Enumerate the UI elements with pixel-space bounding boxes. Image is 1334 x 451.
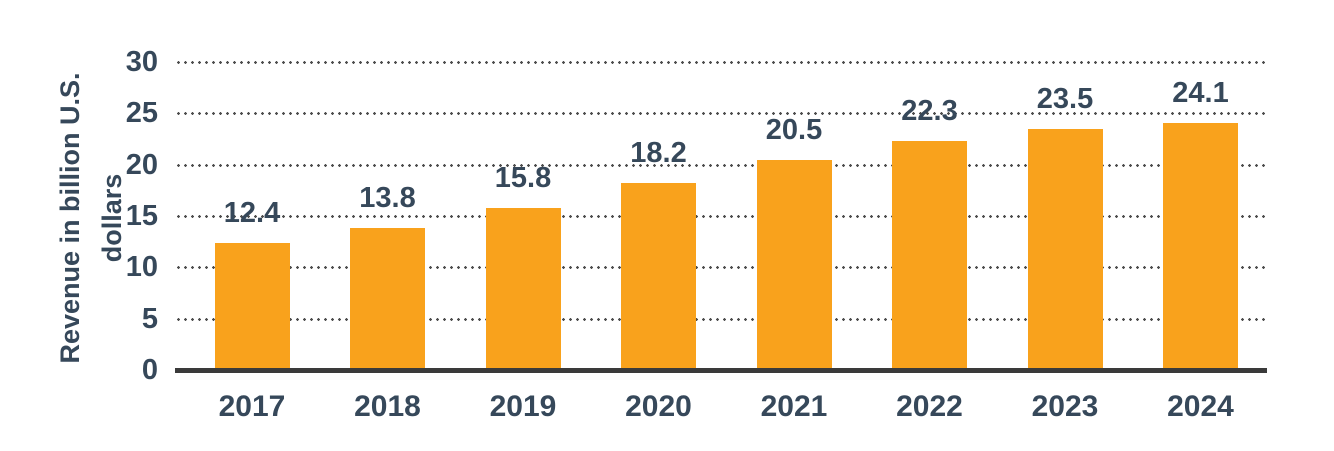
x-tick-label: 2023 bbox=[1031, 390, 1099, 423]
bar-value-label: 15.8 bbox=[494, 161, 552, 194]
x-tick-label: 2018 bbox=[354, 390, 421, 423]
y-tick-label: 20 bbox=[125, 148, 158, 181]
y-tick-label: 30 bbox=[125, 46, 158, 78]
bar-2023 bbox=[1027, 128, 1103, 370]
bar-2017 bbox=[214, 242, 290, 370]
bar-value-label: 24.1 bbox=[1172, 76, 1229, 109]
bar-2021 bbox=[756, 159, 832, 370]
bar-value-label: 22.3 bbox=[901, 95, 958, 128]
gridline-25 bbox=[175, 112, 1265, 116]
gridline-20 bbox=[175, 163, 1265, 167]
gridline-15 bbox=[175, 215, 1265, 218]
bar-value-label: 12.4 bbox=[223, 196, 281, 229]
x-tick-label: 2022 bbox=[896, 390, 963, 423]
y-tick-label: 15 bbox=[125, 200, 158, 232]
y-tick-label: 5 bbox=[141, 302, 158, 335]
plot-area bbox=[175, 62, 1267, 370]
x-axis-line bbox=[175, 368, 1267, 373]
bar-2024 bbox=[1163, 122, 1238, 370]
x-tick-label: 2024 bbox=[1167, 390, 1234, 423]
bar-value-label: 23.5 bbox=[1036, 82, 1094, 115]
y-tick-label: 25 bbox=[125, 97, 158, 130]
x-tick-label: 2017 bbox=[218, 390, 286, 423]
bar-value-label: 13.8 bbox=[359, 182, 416, 215]
y-tick-label: 0 bbox=[141, 354, 158, 386]
x-tick-label: 2021 bbox=[760, 390, 828, 423]
bar-2019 bbox=[485, 207, 561, 370]
bar-value-label: 18.2 bbox=[630, 137, 687, 170]
bar-2020 bbox=[621, 183, 696, 370]
bar-2022 bbox=[892, 141, 967, 370]
gridline-10 bbox=[175, 266, 1265, 270]
x-tick-label: 2019 bbox=[489, 390, 557, 423]
y-tick-label: 10 bbox=[125, 251, 158, 284]
x-tick-label: 2020 bbox=[625, 390, 692, 423]
gridline-5 bbox=[175, 317, 1265, 321]
gridline-30 bbox=[175, 61, 1265, 64]
bar-value-label: 20.5 bbox=[765, 113, 823, 146]
bar-2018 bbox=[350, 228, 425, 370]
